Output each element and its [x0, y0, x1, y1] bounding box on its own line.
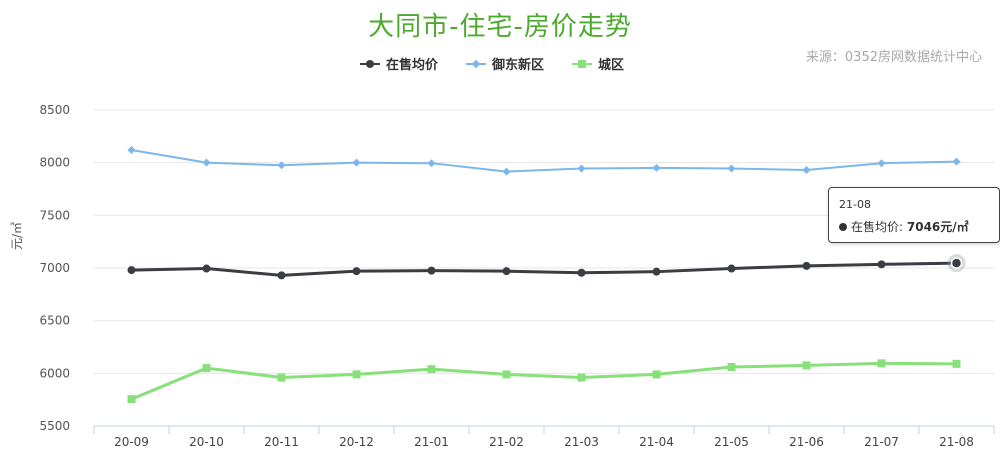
data-point [277, 161, 286, 170]
y-tick-label: 6500 [39, 314, 70, 328]
x-tick-label: 20-10 [189, 435, 224, 449]
data-point [877, 359, 886, 368]
data-point [202, 364, 211, 373]
data-point [202, 158, 211, 167]
data-point [352, 267, 361, 276]
x-tick-label: 21-03 [564, 435, 599, 449]
data-point [127, 146, 136, 155]
data-point [277, 373, 286, 382]
tooltip: 21-08 在售均价: 7046元/㎡ [828, 187, 1000, 243]
data-point [277, 271, 286, 280]
legend-item-chengqu[interactable]: 城区 [572, 54, 624, 73]
y-tick-label: 8500 [39, 103, 70, 117]
legend-marker-circle-icon [360, 58, 380, 70]
data-point [427, 159, 436, 168]
y-tick-label: 5500 [39, 419, 70, 433]
tooltip-dot-icon [839, 223, 847, 231]
tooltip-period: 21-08 [839, 198, 871, 211]
x-tick-label: 21-04 [639, 435, 674, 449]
series-line [131, 261, 957, 277]
tooltip-series: 在售均价: [851, 220, 904, 234]
legend-label-yudong: 御东新区 [492, 58, 545, 73]
x-tick-label: 21-01 [414, 435, 449, 449]
series-line [131, 149, 957, 173]
data-point [352, 158, 361, 167]
data-point [127, 266, 136, 275]
tooltip-value: 7046元/㎡ [906, 220, 969, 234]
data-point [427, 266, 436, 275]
x-tick-label: 21-02 [489, 435, 524, 449]
data-point [877, 159, 886, 168]
tooltip-row: 在售均价: 7046元/㎡ [839, 218, 969, 235]
data-point [727, 363, 736, 372]
chart-title: 大同市-住宅-房价走势 [368, 12, 632, 42]
x-tick-label: 21-05 [714, 435, 749, 449]
data-point [577, 373, 586, 382]
data-point [427, 365, 436, 374]
y-tick-label: 8000 [39, 156, 70, 170]
legend: 在售均价 御东新区 城区 [360, 54, 624, 73]
x-tick-label: 21-07 [864, 435, 899, 449]
legend-label-avg: 在售均价 [386, 58, 439, 73]
x-tick-label: 20-12 [339, 435, 374, 449]
legend-marker-diamond-icon [466, 58, 487, 70]
data-point [652, 267, 661, 276]
data-point [952, 359, 961, 368]
data-point [502, 267, 511, 276]
data-point [727, 164, 736, 173]
hover-point [950, 257, 963, 269]
source-note: 来源：0352房网数据统计中心 [805, 50, 982, 65]
data-point [952, 157, 961, 166]
data-point [127, 395, 136, 404]
data-point [502, 167, 511, 176]
data-point [727, 264, 736, 273]
x-tick-label: 20-09 [114, 435, 149, 449]
data-point [202, 264, 211, 273]
data-point [652, 370, 661, 379]
series-line [130, 361, 957, 401]
data-point [802, 261, 811, 270]
y-tick-label: 6000 [39, 366, 70, 380]
x-tick-label: 21-08 [939, 435, 974, 449]
x-tick-label: 21-06 [789, 435, 824, 449]
legend-label-chengqu: 城区 [598, 58, 625, 73]
data-point [652, 163, 661, 172]
data-point [502, 370, 511, 379]
y-tick-label: 7000 [39, 261, 70, 275]
data-point [577, 164, 586, 173]
data-point [577, 268, 586, 277]
data-point [802, 166, 811, 175]
legend-item-avg[interactable]: 在售均价 [360, 54, 438, 73]
data-point [352, 370, 361, 379]
y-tick-label: 7500 [39, 208, 70, 222]
legend-marker-square-icon [572, 58, 593, 70]
data-point [802, 361, 811, 370]
legend-item-yudong[interactable]: 御东新区 [466, 54, 544, 73]
data-point [877, 260, 886, 269]
x-tick-label: 20-11 [264, 435, 299, 449]
